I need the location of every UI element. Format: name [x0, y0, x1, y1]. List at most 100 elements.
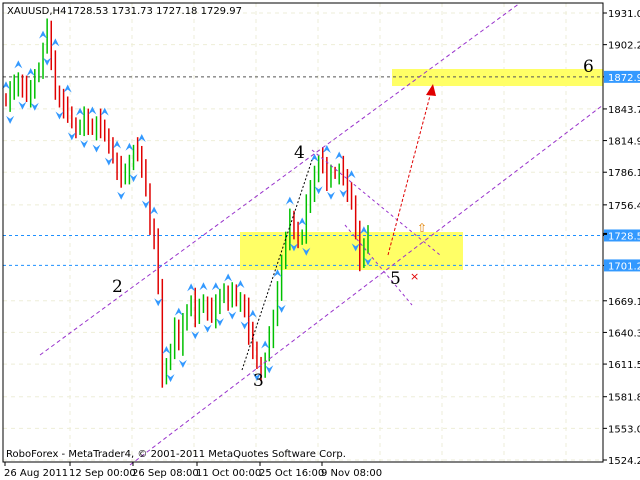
fractal-up-icon	[2, 81, 10, 90]
level-price-badge	[604, 229, 640, 242]
fractal-up-icon	[125, 142, 134, 151]
target-zone-upper	[392, 69, 603, 86]
fractal-up-icon	[211, 282, 220, 291]
x-tick-label: 26 Aug 2011	[4, 468, 68, 479]
candles	[5, 18, 369, 388]
y-tick-label: 1931.00	[608, 9, 640, 20]
fractal-up-icon	[88, 106, 97, 115]
fractal-up-icon	[322, 144, 331, 153]
fractal-up-icon	[113, 140, 122, 149]
fractal-down-icon	[43, 57, 52, 66]
wave-label-5: 5	[390, 269, 401, 289]
fractal-up-icon	[162, 346, 171, 355]
fractal-up-icon	[26, 68, 35, 77]
y-tick-label: 1640.30	[608, 328, 640, 339]
triangle-line-lower	[344, 224, 413, 306]
fractal-down-icon	[129, 174, 138, 183]
forecast-arrow-head	[426, 84, 436, 96]
fractal-down-icon	[80, 140, 89, 149]
fractal-down-icon	[117, 191, 126, 200]
price-axis: 1931.00 1902.20 1872.90 1843.70 1814.90 1786.…	[603, 9, 640, 467]
y-tick-label: 1756.40	[608, 201, 640, 212]
fractal-up-icon	[199, 282, 208, 291]
y-tick-label: 1872.90	[608, 73, 640, 84]
ohlc-readout: 1728.53 1731.73 1727.18 1729.97	[67, 6, 242, 17]
y-tick-label: 1524.20	[608, 456, 640, 467]
x-tick-label: 12 Sep 00:00	[69, 468, 136, 479]
y-tick-label: 1814.90	[608, 137, 640, 148]
fractal-up-icon	[39, 30, 48, 39]
fractal-up-icon	[100, 107, 109, 116]
y-tick-label: 1611.50	[608, 360, 640, 371]
x-tick-label: 11 Oct 00:00	[196, 468, 261, 479]
wave-label-3: 3	[253, 371, 264, 391]
channel-upper-line	[39, 2, 521, 356]
fractal-up-icon	[137, 133, 146, 142]
fractal-up-icon	[174, 307, 183, 316]
plot-border	[2, 2, 604, 463]
fractal-down-icon	[314, 186, 323, 195]
y-tick-label: 1843.70	[608, 105, 640, 116]
y-tick-label: 1669.10	[608, 297, 640, 308]
copyright-text: RoboForex - MetaTrader4, © 2001-2011 Met…	[6, 449, 346, 460]
level-price-badge	[604, 70, 640, 83]
fractal-down-icon	[265, 365, 274, 374]
fractal-up-icon	[63, 84, 72, 93]
fractal-up-icon	[51, 38, 60, 47]
fractal-up-icon	[14, 60, 23, 69]
fractal-down-icon	[178, 359, 187, 368]
wave-label-4: 4	[294, 143, 305, 163]
fractal-down-icon	[18, 101, 27, 110]
fractal-up-icon	[150, 206, 159, 215]
fractal-down-icon	[191, 331, 200, 340]
fractal-up-icon	[76, 107, 85, 116]
fractal-down-icon	[240, 321, 249, 330]
fractal-up-icon	[261, 340, 270, 349]
wave-label-2: 2	[112, 277, 123, 297]
chart-header: XAUUSD,H4	[7, 6, 66, 17]
level-price-badge	[604, 259, 640, 272]
fractals	[2, 30, 372, 383]
fractal-up-icon	[347, 170, 356, 179]
fractal-down-icon	[166, 374, 175, 383]
stop-cross-icon: ×	[410, 270, 419, 283]
fractal-up-icon	[187, 283, 196, 292]
fractal-up-icon	[359, 226, 368, 235]
fractal-down-icon	[339, 189, 348, 198]
y-tick-label: 1701.28	[608, 261, 640, 272]
fractal-up-icon	[335, 151, 344, 160]
up-arrow-icon: ⇧	[417, 221, 427, 235]
y-tick-label: 1581.80	[608, 393, 640, 404]
price-levels	[3, 76, 603, 266]
fractal-down-icon	[364, 257, 372, 266]
fractal-down-icon	[289, 243, 298, 252]
fractal-down-icon	[302, 247, 311, 256]
fractal-up-icon	[310, 153, 319, 162]
fractal-down-icon	[277, 304, 286, 313]
fractal-down-icon	[203, 324, 212, 333]
fractal-down-icon	[228, 311, 237, 320]
fractal-down-icon	[104, 157, 113, 166]
y-tick-label: 1786.10	[608, 168, 640, 179]
wave-label-6: 6	[583, 57, 594, 77]
fractal-up-icon	[236, 280, 245, 289]
fractal-up-icon	[285, 196, 294, 205]
y-tick-label: 1553.00	[608, 424, 640, 435]
wave-3-4-line	[241, 159, 313, 371]
fractal-down-icon	[30, 102, 39, 111]
y-tick-label: 1728.53	[608, 231, 640, 242]
x-tick-label: 25 Oct 16:00	[259, 468, 324, 479]
fractal-up-icon	[273, 269, 282, 278]
x-tick-label: 9 Nov 08:00	[321, 468, 382, 479]
fractal-down-icon	[92, 144, 101, 153]
grid	[3, 3, 603, 462]
forecast-arrow	[387, 91, 432, 256]
channel-lower-line	[129, 104, 604, 466]
fractal-down-icon	[6, 115, 15, 124]
fractal-down-icon	[326, 191, 335, 200]
fractal-down-icon	[67, 132, 76, 141]
y-tick-label: 1902.20	[608, 41, 640, 52]
fractal-down-icon	[215, 318, 224, 327]
